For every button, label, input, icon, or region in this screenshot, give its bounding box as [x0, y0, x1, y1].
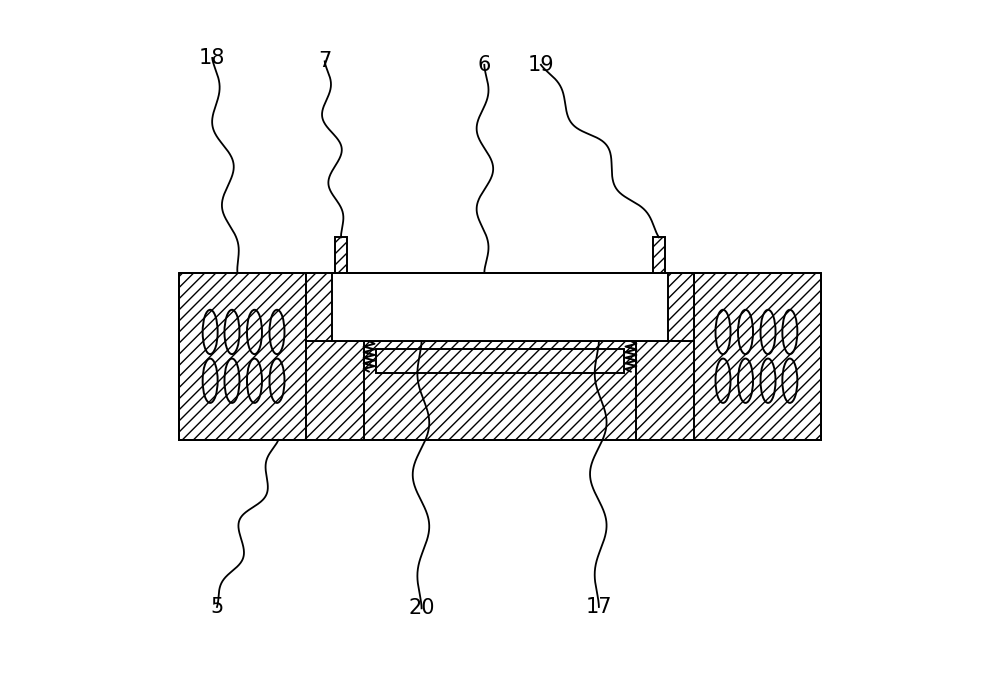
Text: 17: 17: [586, 597, 612, 617]
Text: 20: 20: [408, 598, 435, 619]
Bar: [376, 349, 624, 373]
Bar: [179, 341, 821, 440]
Bar: [335, 237, 347, 273]
Bar: [668, 273, 694, 341]
Text: 6: 6: [478, 55, 491, 75]
Bar: [306, 273, 694, 341]
Text: 19: 19: [528, 55, 554, 75]
Bar: [306, 273, 694, 341]
Bar: [306, 273, 332, 341]
Bar: [364, 341, 636, 440]
Text: 18: 18: [199, 48, 225, 68]
Bar: [179, 273, 306, 440]
Text: 7: 7: [318, 51, 331, 72]
Text: 5: 5: [210, 597, 224, 617]
Bar: [653, 237, 665, 273]
Bar: [694, 273, 821, 440]
